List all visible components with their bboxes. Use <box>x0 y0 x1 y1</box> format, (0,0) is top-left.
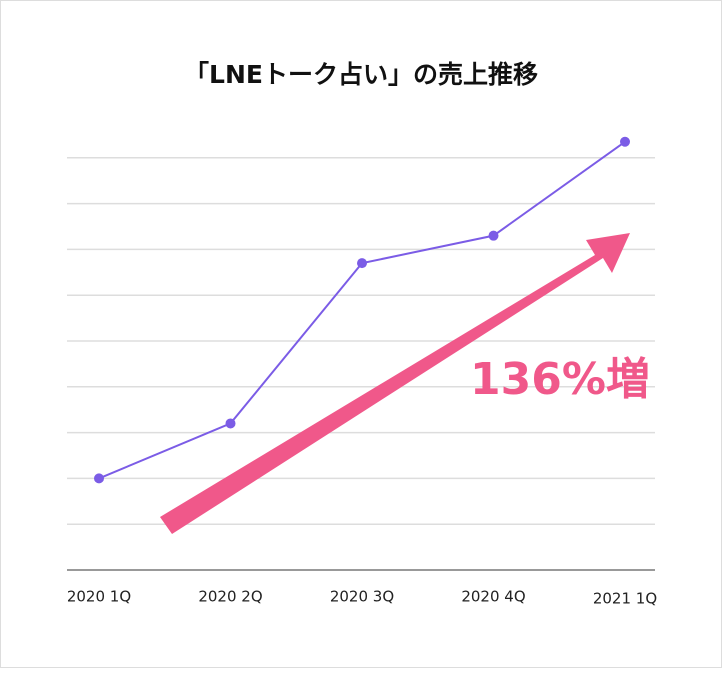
annotation: 136%増 <box>470 354 650 405</box>
data-point <box>357 258 367 269</box>
x-tick-label: 2020 3Q <box>330 588 394 606</box>
data-point <box>225 418 236 429</box>
data-point <box>620 136 630 147</box>
chart-title: 「LNEトーク占い」の売上推移 <box>184 60 538 89</box>
trend-arrow <box>160 233 630 534</box>
x-tick-label: 2021 1Q <box>593 590 657 608</box>
data-point <box>94 473 104 484</box>
x-tick-label: 2020 2Q <box>198 588 262 606</box>
data-point <box>488 230 499 241</box>
x-tick-label: 2020 4Q <box>461 588 525 606</box>
plot: 2020 1Q 2020 2Q 2020 3Q 2020 4Q 2021 1Q <box>67 136 657 608</box>
x-tick-label: 2020 1Q <box>67 588 131 606</box>
